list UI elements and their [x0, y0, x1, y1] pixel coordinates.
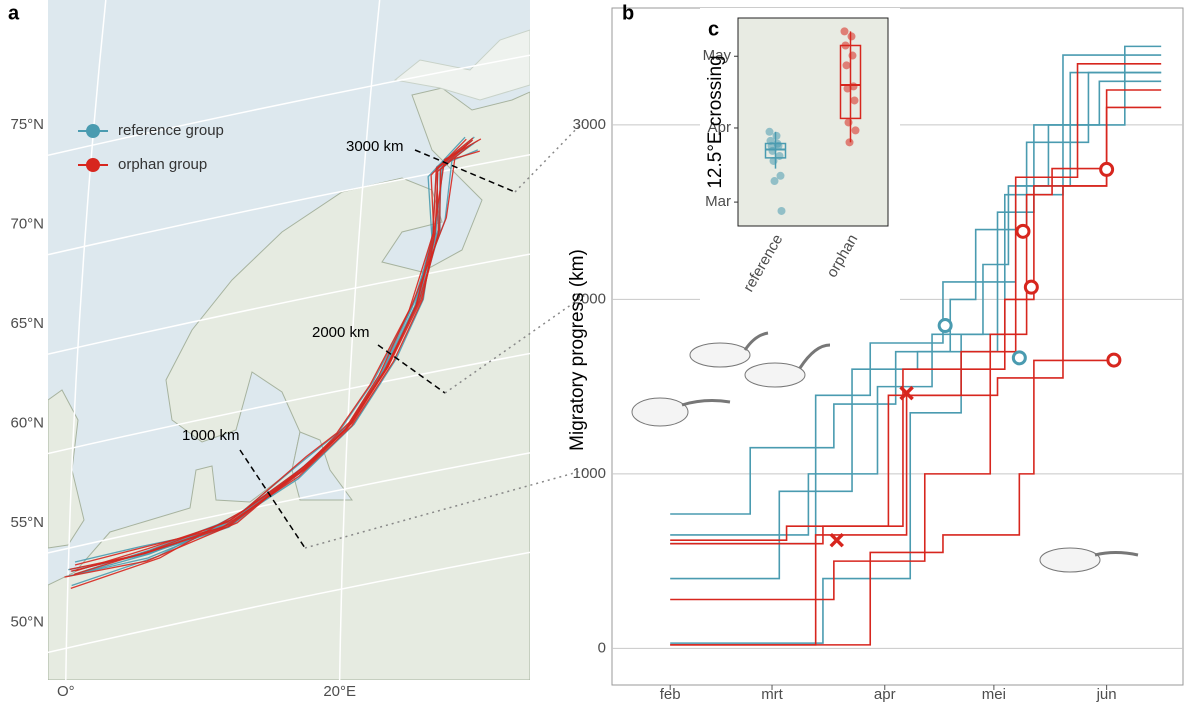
- x-tick-label: O°: [57, 683, 75, 700]
- point: [775, 151, 784, 160]
- x-tick-label: jun: [1096, 686, 1117, 703]
- land: [48, 87, 530, 680]
- point: [844, 118, 853, 127]
- land-britain: [48, 389, 85, 549]
- event-cross: [829, 532, 845, 548]
- y-tick-label: 3000: [573, 116, 606, 133]
- series-line: [670, 71, 1162, 545]
- event-cross: [899, 385, 914, 401]
- legend-marker: [86, 158, 100, 172]
- point: [842, 61, 851, 70]
- swan-illustrations: [631, 331, 1139, 573]
- y-tick-label: May: [703, 47, 732, 64]
- x-tick-label: feb: [660, 686, 681, 703]
- event-marker: [937, 318, 953, 334]
- track: [64, 138, 482, 578]
- map-tracks: [64, 136, 482, 590]
- distance-label: 1000 km: [182, 427, 240, 444]
- y-tick-label: Mar: [705, 193, 731, 210]
- event-marker: [1106, 352, 1122, 368]
- legend-label: reference group: [118, 122, 224, 139]
- series-line: [670, 167, 1107, 545]
- point: [843, 84, 852, 93]
- map-layer: [48, 0, 530, 680]
- point: [840, 27, 849, 36]
- point: [765, 127, 774, 136]
- x-tick-label: 20°E: [323, 683, 356, 700]
- panel-label: c: [708, 18, 719, 40]
- event-marker: [1011, 350, 1027, 366]
- y-tick-label: Apr: [708, 119, 731, 136]
- point: [849, 82, 858, 91]
- y-tick-label: 65°N: [10, 315, 44, 332]
- point: [841, 41, 850, 50]
- y-tick-label: 75°N: [10, 116, 44, 133]
- graticule: [48, 452, 530, 554]
- graticule: [48, 551, 530, 654]
- distance-line: [414, 149, 516, 193]
- y-axis-title: 12.5°E crossing: [705, 55, 726, 188]
- point: [847, 32, 856, 41]
- distance-label: 3000 km: [346, 138, 404, 155]
- track: [73, 144, 472, 576]
- panel-label: a: [8, 2, 20, 24]
- track: [69, 137, 474, 571]
- graticule: [48, 352, 530, 455]
- series-line: [670, 45, 1162, 580]
- legend-marker: [86, 124, 100, 138]
- event-marker: [1099, 161, 1115, 177]
- distance-label: 2000 km: [312, 324, 370, 341]
- panel-label: b: [622, 2, 634, 24]
- graticule: [338, 0, 381, 680]
- series-line: [670, 63, 1162, 541]
- y-tick-label: 1000: [573, 465, 606, 482]
- point: [851, 126, 860, 135]
- point: [774, 141, 783, 150]
- y-tick-label: 0: [598, 639, 606, 656]
- point: [776, 171, 785, 180]
- point: [850, 96, 859, 105]
- legend-label: orphan group: [118, 156, 207, 173]
- panel-b: [612, 45, 1183, 649]
- box: [839, 44, 862, 120]
- point: [777, 206, 786, 215]
- event-marker: [1023, 279, 1039, 295]
- point: [770, 177, 779, 186]
- point: [845, 138, 854, 147]
- x-tick-label: mei: [982, 686, 1006, 703]
- point: [768, 146, 777, 155]
- event-marker: [1015, 223, 1031, 239]
- inset-frame: [737, 17, 889, 227]
- distance-line: [377, 344, 446, 394]
- connector: [304, 469, 586, 549]
- y-tick-label: 70°N: [10, 216, 44, 233]
- graticule: [65, 0, 107, 680]
- y-tick-label: 55°N: [10, 514, 44, 531]
- graticule: [48, 153, 530, 256]
- arctic-land: [393, 29, 530, 101]
- point: [848, 51, 857, 60]
- point: [772, 131, 781, 140]
- series-line: [670, 359, 1107, 646]
- series-line: [670, 106, 1162, 601]
- y-tick-label: 2000: [573, 290, 606, 307]
- graticule: [48, 54, 530, 156]
- y-tick-label: 50°N: [10, 613, 44, 630]
- point: [769, 156, 778, 165]
- x-tick-label: mrt: [761, 686, 783, 703]
- connector: [444, 294, 586, 394]
- y-axis-title: Migratory progress (km): [567, 249, 588, 451]
- graticule: [48, 253, 530, 355]
- x-tick-label: apr: [874, 686, 896, 703]
- track: [70, 150, 480, 590]
- y-tick-label: 60°N: [10, 414, 44, 431]
